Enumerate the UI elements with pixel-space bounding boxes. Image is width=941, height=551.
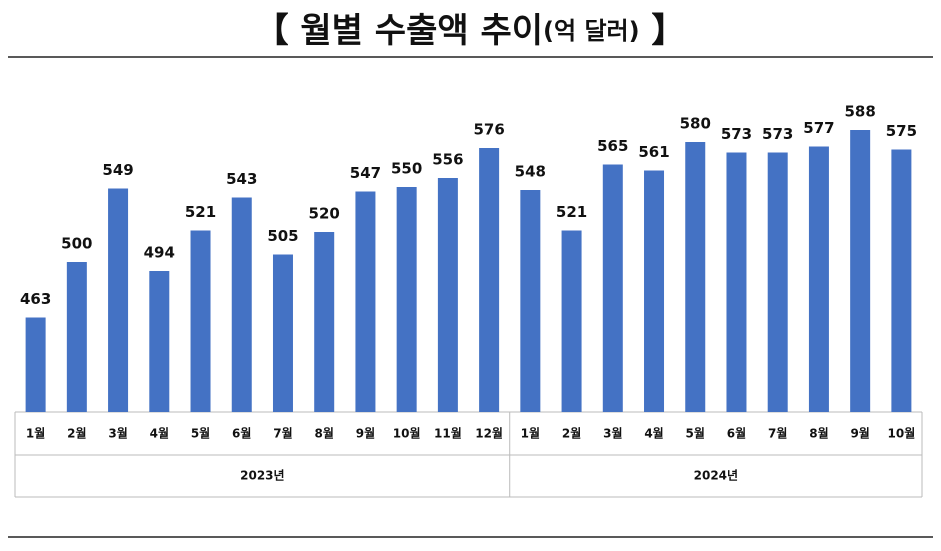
x-tick-label: 2월 <box>67 426 86 441</box>
x-tick-label: 5월 <box>686 426 705 441</box>
data-label: 547 <box>350 164 381 182</box>
bar <box>520 190 541 412</box>
bar <box>479 148 500 412</box>
title-main: 【 월별 수출액 추이 <box>255 11 543 51</box>
bar <box>272 254 293 412</box>
x-tick-label: 2월 <box>562 426 581 441</box>
bar <box>561 230 582 412</box>
data-label: 565 <box>597 137 628 155</box>
data-label: 575 <box>886 122 917 140</box>
data-label: 549 <box>102 161 133 179</box>
data-label: 521 <box>185 203 216 221</box>
x-tick-label: 7월 <box>273 426 292 441</box>
x-tick-label: 10월 <box>888 426 916 441</box>
data-label: 521 <box>556 203 587 221</box>
data-label: 577 <box>803 119 834 137</box>
bar <box>314 232 335 412</box>
group-label: 2024년 <box>694 469 738 483</box>
title-unit: (억 달러) <box>543 17 640 45</box>
x-tick-label: 11월 <box>434 426 462 441</box>
bar <box>231 197 252 412</box>
bar <box>396 187 417 412</box>
bar <box>66 262 87 412</box>
bar <box>808 146 829 412</box>
data-label: 588 <box>845 103 876 121</box>
x-tick-label: 4월 <box>150 426 169 441</box>
x-tick-label: 4월 <box>644 426 663 441</box>
x-tick-label: 1월 <box>521 426 540 441</box>
data-label: 500 <box>61 235 92 253</box>
x-tick-label: 3월 <box>603 426 622 441</box>
bar <box>25 317 46 412</box>
bar <box>149 271 170 412</box>
x-tick-label: 3월 <box>108 426 127 441</box>
x-tick-label: 8월 <box>809 426 828 441</box>
bar <box>726 152 747 412</box>
bar <box>602 164 623 412</box>
x-tick-label: 8월 <box>315 426 334 441</box>
bar <box>891 149 912 412</box>
x-tick-label: 6월 <box>727 426 746 441</box>
data-label: 494 <box>144 244 175 262</box>
bar <box>190 230 211 412</box>
data-label: 561 <box>638 143 669 161</box>
data-label: 576 <box>473 121 504 139</box>
x-tick-label: 10월 <box>393 426 421 441</box>
data-label: 556 <box>432 151 463 169</box>
x-tick-label: 9월 <box>850 426 869 441</box>
chart-title: 【 월별 수출액 추이(억 달러) 】 <box>255 11 686 51</box>
bar <box>850 130 871 412</box>
data-label: 543 <box>226 170 257 188</box>
bar <box>355 191 376 412</box>
data-label: 505 <box>267 227 298 245</box>
data-label: 463 <box>20 290 51 308</box>
data-label: 550 <box>391 160 422 178</box>
bar <box>108 188 129 412</box>
data-label: 573 <box>762 125 793 143</box>
title-end: 】 <box>640 11 686 51</box>
bar <box>685 142 706 412</box>
bar <box>767 152 788 412</box>
data-label: 520 <box>309 205 340 223</box>
bar <box>437 178 458 412</box>
data-label: 573 <box>721 125 752 143</box>
x-tick-label: 7월 <box>768 426 787 441</box>
x-tick-label: 9월 <box>356 426 375 441</box>
data-label: 580 <box>680 115 711 133</box>
x-tick-label: 6월 <box>232 426 251 441</box>
data-label: 548 <box>515 163 546 181</box>
x-tick-label: 5월 <box>191 426 210 441</box>
x-tick-label: 12월 <box>475 426 503 441</box>
bar <box>644 170 665 412</box>
group-label: 2023년 <box>240 469 284 483</box>
x-tick-label: 1월 <box>26 426 45 441</box>
